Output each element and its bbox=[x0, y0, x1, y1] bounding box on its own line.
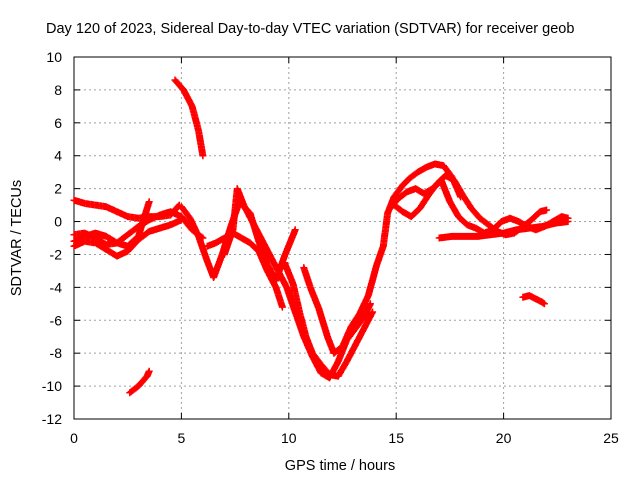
x-tick-label: 25 bbox=[603, 430, 619, 446]
y-axis-label: SDTVAR / TECUs bbox=[9, 180, 25, 296]
axis-ticks bbox=[73, 56, 612, 420]
data-point-markers bbox=[519, 292, 548, 308]
y-tick-label: -2 bbox=[50, 246, 63, 262]
x-axis-label: GPS time / hours bbox=[285, 458, 395, 474]
y-tick-label: -8 bbox=[50, 345, 63, 361]
series-trace-11 bbox=[300, 160, 465, 357]
series-trace-15 bbox=[519, 292, 548, 308]
x-tick-label: 5 bbox=[178, 430, 186, 446]
series-trace-5 bbox=[126, 367, 153, 397]
y-tick-label: 2 bbox=[54, 181, 62, 197]
data-point-markers bbox=[300, 160, 465, 357]
x-tick-labels: 0 5 10 15 20 25 bbox=[70, 430, 619, 446]
data-series bbox=[70, 76, 572, 397]
data-point-markers bbox=[70, 216, 185, 260]
series-trace-14 bbox=[435, 218, 572, 242]
y-tick-label: 8 bbox=[54, 82, 62, 98]
x-tick-label: 10 bbox=[281, 430, 297, 446]
series-trace-4 bbox=[70, 198, 153, 250]
data-point-markers bbox=[171, 76, 207, 160]
grid-lines bbox=[74, 57, 611, 419]
x-tick-label: 0 bbox=[70, 430, 78, 446]
series-trace-6 bbox=[171, 76, 207, 160]
data-point-markers bbox=[281, 259, 377, 380]
y-tick-label: -4 bbox=[50, 279, 63, 295]
series-trace-3 bbox=[70, 216, 185, 260]
y-tick-label: 6 bbox=[54, 115, 62, 131]
y-tick-label: 0 bbox=[54, 214, 62, 230]
data-point-markers bbox=[126, 367, 153, 397]
y-tick-labels: -12 -10 -8 -6 -4 -2 0 2 4 6 8 10 bbox=[42, 49, 62, 427]
data-point-markers bbox=[70, 198, 153, 250]
series-trace-1 bbox=[70, 196, 183, 222]
y-tick-label: 10 bbox=[46, 49, 62, 65]
chart-title: Day 120 of 2023, Sidereal Day-to-day VTE… bbox=[46, 21, 574, 37]
data-point-markers bbox=[70, 196, 183, 222]
x-tick-label: 20 bbox=[496, 430, 512, 446]
y-tick-label: 4 bbox=[54, 148, 62, 164]
y-tick-label: -12 bbox=[42, 411, 62, 427]
data-point-markers bbox=[435, 218, 572, 242]
y-tick-label: -6 bbox=[50, 312, 63, 328]
series-trace-10 bbox=[281, 259, 377, 380]
y-tick-label: -10 bbox=[42, 378, 62, 394]
x-tick-label: 15 bbox=[388, 430, 404, 446]
